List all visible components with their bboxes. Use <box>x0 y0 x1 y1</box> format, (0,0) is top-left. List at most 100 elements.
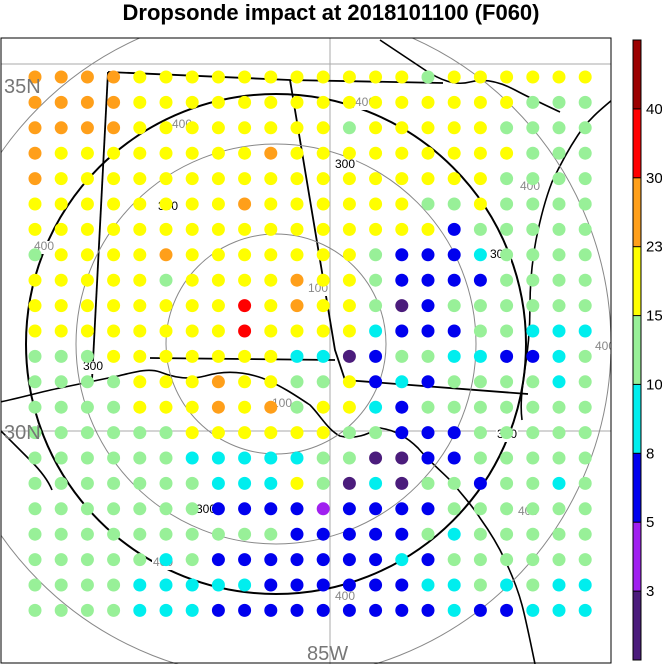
impact-dot <box>447 349 461 363</box>
impact-dot <box>238 476 252 490</box>
impact-dot <box>500 349 514 363</box>
impact-dot <box>80 95 94 109</box>
impact-dot <box>159 451 173 465</box>
impact-dot <box>264 146 278 160</box>
impact-dot <box>107 299 121 313</box>
impact-dot <box>500 172 514 186</box>
impact-dot <box>447 375 461 389</box>
impact-dot <box>473 603 487 617</box>
impact-dot <box>211 121 225 135</box>
colorbar-segment <box>633 108 641 178</box>
impact-dot <box>54 273 68 287</box>
impact-dot <box>395 70 409 84</box>
impact-dot <box>54 578 68 592</box>
impact-dot <box>447 578 461 592</box>
impact-dot <box>238 248 252 262</box>
impact-dot <box>107 146 121 160</box>
impact-dot <box>159 400 173 414</box>
impact-dot <box>80 578 94 592</box>
impact-dot <box>290 451 304 465</box>
impact-dot <box>500 324 514 338</box>
impact-dot <box>185 527 199 541</box>
impact-dot <box>211 197 225 211</box>
impact-dot <box>578 222 592 236</box>
colorbar-segment <box>633 40 641 109</box>
impact-dot <box>421 553 435 567</box>
impact-dot <box>159 95 173 109</box>
impact-dot <box>185 172 199 186</box>
impact-dot <box>473 273 487 287</box>
impact-dot <box>421 451 435 465</box>
impact-dot <box>28 527 42 541</box>
impact-dot <box>290 603 304 617</box>
impact-dot <box>395 324 409 338</box>
impact-dot <box>80 476 94 490</box>
impact-dot <box>133 121 147 135</box>
range-rings <box>1 38 611 664</box>
impact-dot <box>133 324 147 338</box>
impact-dot <box>264 375 278 389</box>
impact-dot <box>447 273 461 287</box>
ring-label: 300 <box>196 502 216 516</box>
impact-dot <box>80 527 94 541</box>
impact-dot <box>369 527 383 541</box>
impact-dot <box>290 375 304 389</box>
impact-dot <box>473 349 487 363</box>
colorbar-tick-label: 3 <box>646 583 654 600</box>
impact-dot <box>526 603 540 617</box>
impact-dot <box>369 197 383 211</box>
impact-dot <box>526 426 540 440</box>
impact-dot <box>473 299 487 313</box>
impact-dot <box>107 70 121 84</box>
impact-dot <box>159 324 173 338</box>
impact-dot <box>421 273 435 287</box>
impact-dot <box>552 121 566 135</box>
impact-dot <box>290 273 304 287</box>
impact-dot <box>369 603 383 617</box>
impact-dot <box>421 426 435 440</box>
impact-dot <box>421 476 435 490</box>
impact-dot <box>133 375 147 389</box>
ring-label-bg <box>334 591 356 604</box>
impact-dot <box>369 375 383 389</box>
impact-dot <box>342 476 356 490</box>
impact-dot <box>526 299 540 313</box>
impact-dot <box>238 273 252 287</box>
impact-dot <box>342 172 356 186</box>
impact-dot <box>369 502 383 516</box>
impact-dot <box>526 146 540 160</box>
colorbar-tick-label: 10 <box>646 376 662 393</box>
impact-dot <box>28 476 42 490</box>
impact-dot <box>159 578 173 592</box>
impact-dot <box>473 95 487 109</box>
impact-dot <box>316 70 330 84</box>
impact-dot <box>342 273 356 287</box>
impact-dot <box>54 324 68 338</box>
impact-dot <box>578 197 592 211</box>
impact-dot <box>159 197 173 211</box>
impact-dot <box>80 222 94 236</box>
impact-dots <box>28 70 592 617</box>
impact-dot <box>54 527 68 541</box>
ring-labels: 1001003003003003003003004004004004004004… <box>33 95 611 604</box>
impact-dot <box>238 121 252 135</box>
impact-dot <box>238 95 252 109</box>
ring-label-bg <box>594 341 611 354</box>
impact-dot <box>526 121 540 135</box>
impact-dot <box>526 273 540 287</box>
impact-dot <box>526 222 540 236</box>
impact-dot <box>473 553 487 567</box>
impact-dot <box>447 324 461 338</box>
impact-dot <box>238 70 252 84</box>
impact-dot <box>552 578 566 592</box>
impact-dot <box>500 476 514 490</box>
impact-dot <box>342 70 356 84</box>
impact-dot <box>264 603 278 617</box>
impact-dot <box>211 273 225 287</box>
impact-dot <box>107 197 121 211</box>
impact-dot <box>185 273 199 287</box>
impact-dot <box>133 197 147 211</box>
impact-dot <box>185 146 199 160</box>
impact-dot <box>473 146 487 160</box>
